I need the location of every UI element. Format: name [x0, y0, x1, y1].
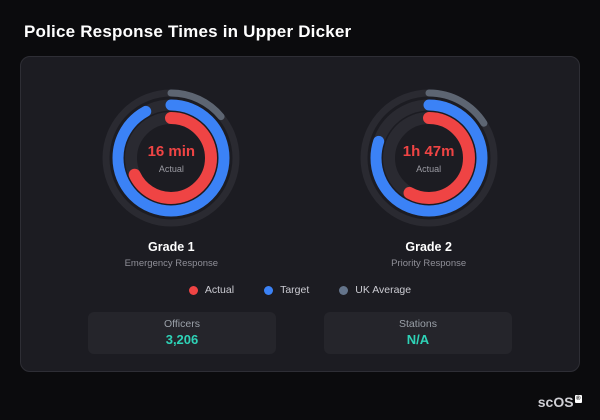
gauge-title: Grade 2 [405, 240, 452, 254]
gauge-grade-2: 1h 47m Actual Grade 2 Priority Response [304, 83, 554, 269]
stat-officers: Officers 3,206 [88, 312, 276, 354]
stat-label: Officers [164, 318, 200, 330]
legend-item-uk-average[interactable]: UK Average [339, 284, 411, 296]
radial-gauge-grade-1: 16 min Actual [96, 83, 246, 233]
stat-value: N/A [406, 332, 430, 347]
legend-label: Target [280, 284, 310, 296]
stat-label: Stations [399, 318, 437, 330]
gauge-subtitle: Priority Response [391, 258, 467, 269]
page-title: Police Response Times in Upper Dicker [24, 22, 352, 41]
radial-gauge-grade-2: 1h 47m Actual [354, 83, 504, 233]
legend-dot-target-icon [264, 285, 274, 295]
legend-item-actual[interactable]: Actual [188, 284, 235, 296]
registered-trademark-icon: ® [574, 395, 582, 403]
dashboard-card: 16 min Actual Grade 1 Emergency Response… [20, 56, 580, 372]
gauge-chart-grade-1 [102, 89, 240, 227]
legend: Actual Target UK Average [39, 284, 561, 296]
stats-row: Officers 3,206 Stations N/A [39, 312, 561, 354]
gauges-row: 16 min Actual Grade 1 Emergency Response… [39, 83, 561, 269]
legend-item-target[interactable]: Target [264, 284, 309, 296]
watermark: scOS ® [538, 394, 582, 410]
watermark-text: scOS [537, 394, 574, 410]
stat-stations: Stations N/A [324, 312, 512, 354]
gauge-title: Grade 1 [148, 240, 195, 254]
legend-label: Actual [204, 284, 235, 296]
legend-dot-actual-icon [188, 285, 198, 295]
gauge-grade-1: 16 min Actual Grade 1 Emergency Response [46, 83, 296, 269]
legend-label: UK Average [355, 284, 412, 296]
gauge-chart-grade-2 [360, 89, 498, 227]
gauge-subtitle: Emergency Response [124, 258, 219, 269]
legend-dot-uk-average-icon [339, 285, 349, 295]
stat-value: 3,206 [165, 332, 199, 347]
